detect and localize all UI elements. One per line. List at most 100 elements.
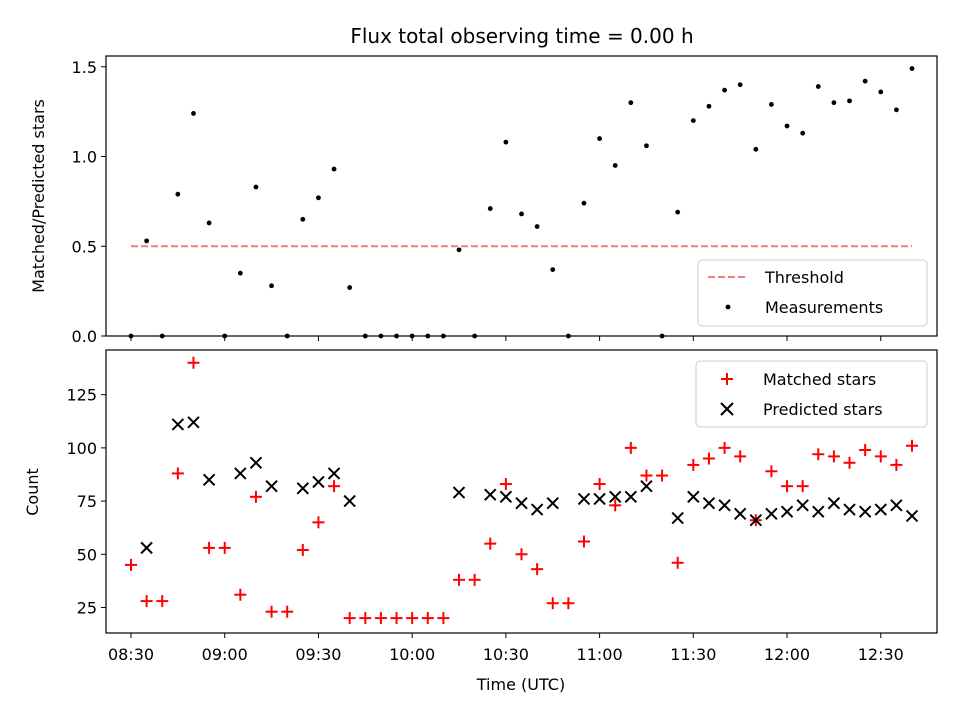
measurement-point	[206, 220, 212, 226]
bottom-y-axis: 25 50 75 100 125	[66, 386, 106, 617]
matched-star-point	[577, 535, 590, 548]
predicted-star-point	[687, 490, 700, 504]
matched-star-point	[359, 612, 372, 625]
top-y-tick-label: 1.5	[72, 58, 97, 77]
matched-star-point	[296, 544, 309, 557]
matched-star-point	[265, 605, 278, 618]
predicted-star-point	[858, 505, 872, 518]
measurement-point	[690, 118, 696, 124]
predicted-star-point	[843, 503, 856, 516]
bottom-plot-area	[124, 356, 919, 625]
bottom-y-tick-label: 25	[77, 598, 97, 617]
matched-star-point	[734, 450, 747, 463]
predicted-star-point	[171, 418, 185, 431]
matched-star-point	[765, 465, 778, 478]
measurement-point	[706, 103, 712, 109]
predicted-star-point	[733, 507, 747, 521]
measurement-point	[644, 143, 649, 149]
predicted-star-point	[140, 541, 153, 555]
matched-star-point	[796, 480, 809, 493]
top-y-tick-label: 1.0	[72, 148, 97, 167]
predicted-star-point	[765, 507, 778, 521]
bottom-panel: 25 50 75 100 125 08:30 09:00 09:30 10:00 10:30 11…	[23, 349, 938, 694]
predicted-star-point	[827, 496, 841, 510]
measurement-point	[347, 285, 353, 290]
measurement-point	[144, 238, 150, 244]
matched-star-point	[203, 541, 216, 554]
matched-star-point	[843, 456, 856, 469]
matched-star-point	[406, 612, 419, 625]
bottom-axes-frame	[105, 349, 938, 634]
bottom-x-tick-label: 08:30	[108, 645, 154, 664]
predicted-star-point	[749, 514, 763, 527]
top-legend-box	[697, 259, 928, 327]
predicted-star-point	[343, 494, 356, 508]
bottom-x-tick-label: 10:30	[483, 645, 529, 664]
measurement-point	[300, 216, 306, 222]
matched-star-point	[390, 612, 403, 625]
predicted-star-point	[249, 456, 263, 469]
matched-star-point	[343, 612, 356, 625]
measurement-point	[862, 78, 868, 84]
matched-star-point	[656, 469, 669, 482]
predicted-star-point	[874, 503, 887, 516]
legend-measurements-label: Measurements	[765, 298, 883, 317]
matched-star-point	[593, 478, 606, 491]
matched-star-point	[249, 490, 262, 503]
measurement-point	[487, 206, 493, 211]
predicted-star-point	[890, 499, 903, 512]
matched-star-point	[546, 597, 559, 610]
matched-star-point	[312, 516, 325, 529]
predicted-star-point	[577, 492, 591, 506]
measurement-point	[237, 270, 243, 276]
predicted-star-point	[515, 496, 528, 510]
measurement-point	[815, 84, 821, 89]
bottom-x-tick-label: 12:00	[764, 645, 810, 664]
measurement-point	[253, 184, 259, 190]
chart-title: Flux total observing time = 0.00 h	[350, 24, 693, 48]
matched-star-point	[484, 537, 497, 550]
predicted-star-point	[718, 499, 731, 512]
top-axes-frame	[105, 55, 938, 337]
measurement-point	[331, 166, 337, 172]
predicted-star-point	[812, 505, 825, 518]
matched-star-point	[624, 441, 637, 454]
measurement-point	[581, 200, 587, 206]
bottom-x-axis: 08:30 09:00 09:30 10:00 10:30 11:00 11:30 12:00…	[108, 633, 904, 664]
predicted-star-point	[530, 503, 544, 516]
matched-star-point	[515, 548, 528, 561]
matched-star-point	[640, 469, 653, 482]
matched-star-point	[874, 450, 887, 463]
bottom-legend-box	[695, 360, 928, 428]
bottom-x-tick-label: 11:30	[670, 645, 716, 664]
measurement-point	[597, 136, 603, 141]
bottom-x-tick-label: 12:30	[858, 645, 904, 664]
measurement-point	[878, 89, 884, 95]
predicted-star-point	[796, 499, 809, 512]
predicted-star-point	[499, 490, 513, 504]
bottom-y-tick-label: 100	[66, 439, 97, 458]
matched-star-point	[531, 563, 544, 576]
legend-measurements-swatch	[725, 304, 731, 310]
matched-star-point	[890, 458, 903, 471]
matched-star-point	[281, 605, 294, 618]
top-y-axis: 0.0 0.5 1.0 1.5	[72, 58, 106, 346]
legend-matched-swatch	[721, 373, 733, 385]
matched-star-point	[671, 556, 684, 569]
measurement-point	[893, 107, 899, 113]
measurement-point	[316, 195, 321, 201]
bottom-x-tick-label: 09:30	[295, 645, 341, 664]
measurement-point	[675, 209, 681, 215]
measurement-point	[612, 163, 618, 168]
top-panel: 0.0 0.5 1.0 1.5 Matched/Predicted stars Thr…	[29, 55, 938, 346]
matched-star-point	[827, 450, 840, 463]
predicted-star-point	[187, 416, 200, 429]
measurement-point	[628, 100, 634, 106]
matched-star-point	[421, 612, 434, 625]
measurement-point	[722, 87, 727, 93]
matched-star-point	[171, 467, 184, 480]
matched-star-point	[562, 597, 575, 610]
measurement-point	[269, 283, 274, 289]
bottom-legend: Matched stars Predicted stars	[695, 360, 928, 428]
measurement-point	[847, 98, 852, 104]
